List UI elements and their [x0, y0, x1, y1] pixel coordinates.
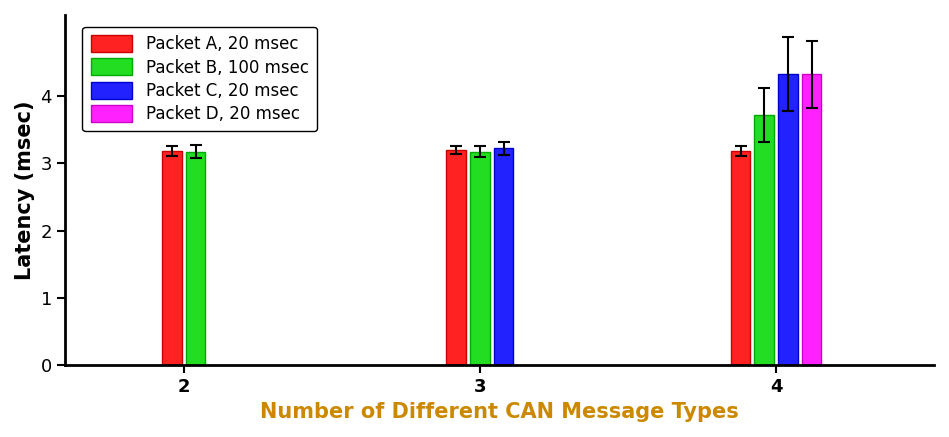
Bar — [186, 152, 205, 365]
Bar — [446, 150, 466, 365]
Bar — [493, 149, 513, 365]
Bar — [470, 152, 490, 365]
Y-axis label: Latency (msec): Latency (msec) — [15, 101, 35, 280]
Bar — [731, 151, 751, 365]
X-axis label: Number of Different CAN Message Types: Number of Different CAN Message Types — [260, 402, 739, 422]
Bar — [754, 114, 774, 365]
Legend: Packet A, 20 msec, Packet B, 100 msec, Packet C, 20 msec, Packet D, 20 msec: Packet A, 20 msec, Packet B, 100 msec, P… — [83, 27, 317, 131]
Bar — [162, 151, 182, 365]
Bar — [802, 74, 822, 365]
Bar — [778, 74, 798, 365]
